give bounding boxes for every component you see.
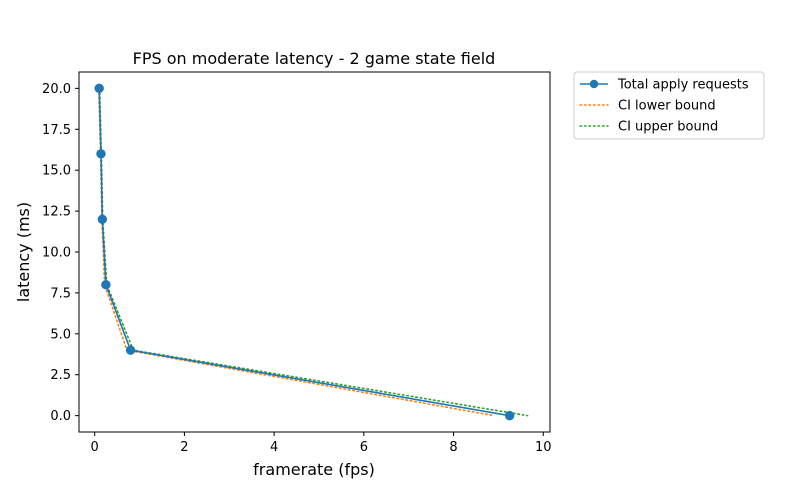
legend-label: CI upper bound <box>618 120 718 135</box>
legend-label: CI lower bound <box>618 99 716 114</box>
x-tick-label: 2 <box>180 440 188 455</box>
y-tick-label: 15.0 <box>42 164 71 179</box>
legend-box <box>573 71 765 140</box>
legend-marker <box>589 79 599 89</box>
x-tick-label: 6 <box>360 440 368 455</box>
data-point <box>101 280 111 290</box>
y-tick-label: 2.5 <box>50 368 71 383</box>
y-tick-label: 5.0 <box>50 327 71 342</box>
chart-title: FPS on moderate latency - 2 game state f… <box>133 49 496 68</box>
data-point <box>125 345 136 355</box>
y-tick-label: 10.0 <box>42 246 71 261</box>
y-axis-label: latency (ms) <box>14 202 33 302</box>
x-tick-label: 4 <box>270 440 278 455</box>
data-point <box>504 410 515 421</box>
series-lines <box>94 83 529 421</box>
y-tick-label: 12.5 <box>42 205 71 220</box>
series-line-2 <box>98 87 529 417</box>
y-tick-label: 17.5 <box>42 123 71 138</box>
x-axis-label: framerate (fps) <box>253 460 375 479</box>
y-tick-label: 0.0 <box>50 409 71 424</box>
data-point <box>97 214 108 224</box>
data-point <box>96 149 106 159</box>
y-tick-label: 7.5 <box>50 286 71 301</box>
series-line-0 <box>98 88 510 417</box>
plot-frame <box>78 71 551 433</box>
axis-ticks: 0 2 4 6 8 10 0.0 2.5 5.0 7.5 10.0 12.5 15.0 17.5 20.0 <box>42 82 551 455</box>
y-tick-label: 20.0 <box>42 82 71 97</box>
series-line-1 <box>97 87 495 417</box>
legend: Total apply requests CI lower bound CI upp… <box>573 71 765 140</box>
x-tick-label: 10 <box>535 440 552 455</box>
legend-label: Total apply requests <box>617 78 749 93</box>
x-tick-label: 0 <box>91 440 99 455</box>
data-point <box>94 83 104 94</box>
x-tick-label: 8 <box>449 440 457 455</box>
